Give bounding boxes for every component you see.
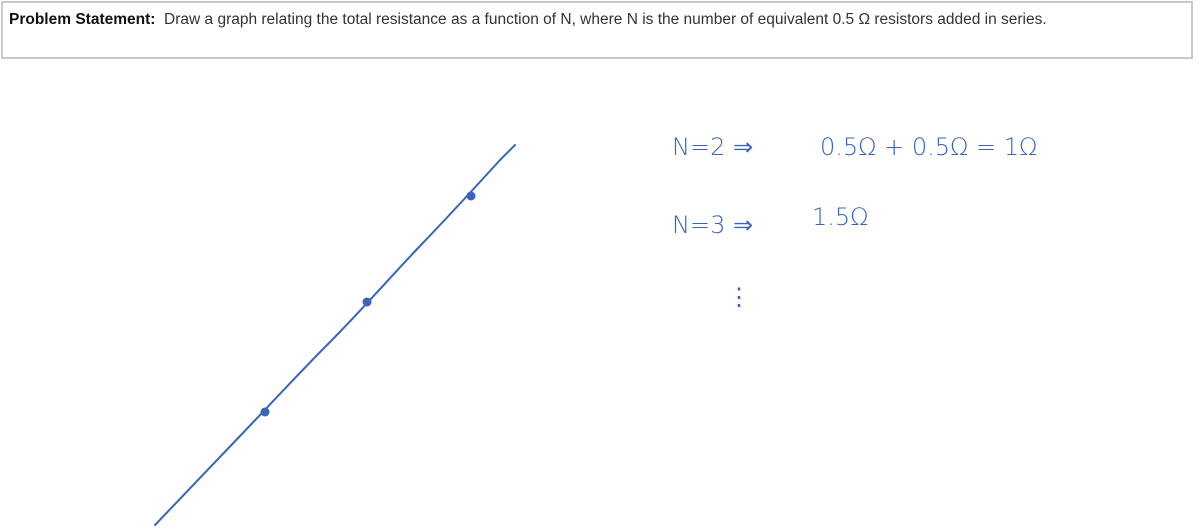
data-point: [260, 407, 270, 417]
note-n3-rhs: 1.5Ω: [812, 203, 869, 231]
problem-label: Problem Statement:: [9, 11, 156, 28]
problem-text: Draw a graph relating the total resistan…: [164, 11, 1047, 28]
note-n2-rhs: 0.5Ω + 0.5Ω = 1Ω: [820, 133, 1037, 161]
resistance-line: [154, 144, 516, 526]
note-n3-lhs: N=3 ⇒: [672, 211, 753, 239]
data-point: [362, 297, 372, 307]
note-n2-lhs: N=2 ⇒: [672, 133, 753, 161]
data-point: [466, 191, 476, 201]
ellipsis: ⋮: [727, 283, 751, 311]
problem-statement: Problem Statement: Draw a graph relating…: [1, 1, 1193, 59]
